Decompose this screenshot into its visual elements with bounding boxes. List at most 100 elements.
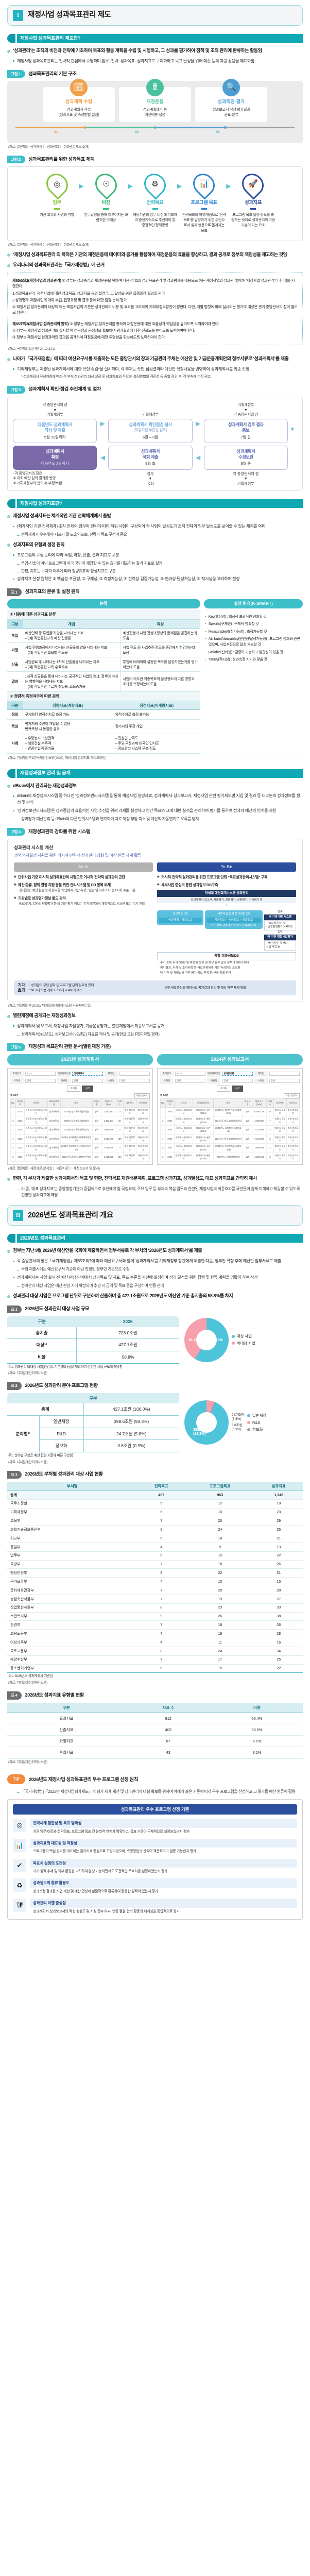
flow-arrow-left-icon: ◀ [196, 453, 201, 461]
table-row: 국토교통부 8 24 34 [7, 1647, 303, 1656]
table-row[interactable]: 2 2024 공개문서·성과보고서 성과보고서·결산(2024) 2024년도 법무… [160, 1116, 300, 1126]
table-row: 결과 1차적 산출물을 통해 나타나는 궁극적인 사업의 효과, 정책이 미치는… [7, 671, 200, 692]
result-count: 총 60건 [160, 1094, 168, 1097]
search-button[interactable]: 검색 [232, 1085, 244, 1092]
figure-5-screenshots: 2025년 성과계획서 회계연도 2025 재정자료유형 성과계획서 제목명 부… [7, 1054, 303, 1165]
table-row: 투입지표 43 3.1% [7, 1747, 303, 1759]
fiscal-year-select[interactable]: 2024 [175, 1072, 206, 1076]
table-row[interactable]: 5 2025 공개문서·성과계획서·결산 성과계획서 2025년 성과계획서(산업통… [10, 1143, 150, 1153]
table-row[interactable]: 4 2025 공개문서·성과계획서·결산 성과계획서 2025년 성과계획서(문화체… [10, 1134, 150, 1144]
figure2-desc: 프로그램 목표 달성 정도를 측정하는 잣대로 성과관리의 가장 기본이 되는 … [231, 212, 275, 228]
criteria-item: 🛡 성과관리 이행 충실성 성과계획서·성과보고서의 작성 충실도 및 지침 준… [13, 1899, 297, 1914]
figure-source: (자료: 기획재정부(2023), 디지털예산회계시스템 사용자매뉴얼) [8, 1004, 92, 1008]
flow-box-sub: (작성지침 부합성 검토) [133, 427, 167, 432]
table-row[interactable]: 3 2025 공개문서·성과계획서·결산 성과계획서 2025년 성과계획서(국방부… [10, 1125, 150, 1135]
doctype-select[interactable]: 성과계획서 [72, 1072, 103, 1076]
effect-label: 기대 효과 [18, 982, 26, 993]
criteria-head: 성과정보의 환류 활용도 [30, 1878, 297, 1888]
field-value: 전체 [270, 1079, 275, 1082]
reset-button[interactable]: 초기화 [216, 1085, 231, 1092]
title-input[interactable] [119, 1072, 150, 1076]
asis-subitem: R&D평가, 일자리사업평가 등 타 기관 평가 정보는 주관기관에서 개별적으… [14, 902, 153, 907]
cell-trait: 사업 진도 등 사업추진 정도를 중간에서 점검하는데 도움 [120, 642, 200, 658]
col-header: 분류명 [24, 1098, 48, 1108]
table-row[interactable]: 1 2025 공개문서·성과계획서·결산 성과계획서 2025년 성과계획서(감사원… [10, 1107, 150, 1117]
criteria-head: 성과관리 이행 충실성 [30, 1899, 297, 1908]
flow-arrow-right-icon: ▶ [100, 420, 105, 428]
table-row: 중소벤처기업부 6 15 22 [7, 1664, 303, 1673]
table-row: 통일부 4 9 13 [7, 1543, 303, 1552]
criteria-desc: 성과측정 결과를 사업 개선 및 예산 편성에 실질적으로 환류하여 활용한 실… [33, 1889, 158, 1893]
search-button[interactable]: 검색 [82, 1085, 94, 1092]
jurisdiction-select[interactable]: 전체 [119, 1079, 150, 1083]
external-system-header: 타 기관 관련시스템 [264, 914, 296, 921]
donut-chart-field-share: 398.6조원 (93.3%) [184, 1400, 229, 1445]
ministry-select[interactable]: 전체 [25, 1079, 56, 1083]
law-item: ② 재정사업 성과관리의 대상이 되는 재정사업의 기준은 성과관리의 비용 및… [12, 304, 298, 315]
figure1-card: 🗓 성과계획 수립 성과계획서 작성 (성과지표 및 측정방법 설정) [43, 79, 115, 123]
row-label: 대상¹⁾ [7, 1338, 77, 1351]
field-value: 전체 [120, 1079, 125, 1082]
table-row: 보건복지부 9 26 38 [7, 1612, 303, 1621]
donut-chart-target-share: 58.8% 41.2% [184, 1317, 229, 1362]
flow-box-title: 성과계획서 확인점검 실시 [129, 422, 172, 428]
bullet-level2: 재정사업 성과목표관리는 전략적 관점에서 수행하며 임무–전략–성과목표–성과… [7, 58, 303, 64]
ministry-select[interactable]: 전체 [175, 1079, 206, 1083]
head-idea-icon: ☉ [91, 169, 122, 200]
section-header-2: 재정사업 성과지표란? [7, 499, 303, 509]
table-row: 국방부 7 18 26 [7, 1560, 303, 1569]
field-label: 회계연도 [160, 1071, 174, 1077]
figure2-desc: 해당기관의 임무·비전에 기초하여 중장기적으로 추진해야 할 중점적인 정책방… [133, 212, 177, 228]
table-row[interactable]: 5 2024 공개문서·성과보고서 성과보고서·결산(2024) 2024년도 보건… [160, 1143, 300, 1153]
jurisdiction-select[interactable]: 전체 [269, 1079, 300, 1083]
field-table-with-donut: 구분 총계 427.1조원 (100.0%) 분야별¹⁾ 일반재정 398.6조… [7, 1393, 303, 1452]
row-value: 427.1조원 (100.0%) [83, 1403, 179, 1416]
table-row: 환경부 7 18 26 [7, 1620, 303, 1630]
reset-button[interactable]: 초기화 [66, 1085, 81, 1092]
col-header: 분류명 [174, 1098, 193, 1108]
flow-box-title: 성과계획서 [141, 448, 160, 454]
flow-box: 성과계획서 국회 제출 9월 초 [108, 445, 193, 470]
flow-step-2: 기획재정부 성과계획서 확인점검 실시 (작성지침 부합성 검토) 6월 – 8… [108, 402, 193, 443]
criteria-desc: 과거 실적 추세 및 외부 환경을 고려하여 달성 가능하면서도 도전적인 목표… [33, 1870, 167, 1874]
excel-download-button[interactable]: 엑셀 다운로드 [283, 1093, 300, 1099]
table-row: 해양수산부 7 17 25 [7, 1655, 303, 1665]
category-select[interactable]: 전체 [222, 1079, 253, 1083]
table-head-right: 설정 원칙(K-SMART) [203, 599, 303, 609]
table-row: 정보화 3.8조원 (0.9%) [7, 1439, 179, 1452]
field-label: 제목명 [104, 1071, 118, 1077]
figure-title: 재정성과관리 강화를 위한 시스템 [28, 828, 90, 834]
table-row[interactable]: 6 2024 공개문서·성과보고서 성과보고서·결산(2024) 2024년도 산업… [160, 1152, 300, 1162]
cell-quant: – 우량농지 조성면적 – 해외건설 수주액 – 관광수입액 증가율 [23, 734, 113, 754]
category-select[interactable]: 전체 [72, 1079, 103, 1083]
table-row[interactable]: 2 2025 공개문서·성과계획서·결산 성과계획서 2025년 성과계획서(법제처… [10, 1116, 150, 1126]
legend-item: 대상 사업 [231, 1333, 255, 1340]
law-article-title: 제85조의2(재정사업의 성과관리) [12, 278, 61, 283]
flow-step-3: 기획재정부 ▼ 각 중앙관서의 장 성과계획서 검토 결과 통보 7월 말 [203, 402, 288, 443]
field-label: 분류명 [57, 1078, 71, 1084]
excel-download-button[interactable]: 엑셀다운로드 [134, 1093, 150, 1099]
ministry-table: 부처명 전략목표 프로그램목표 성과지표 총계 457 963 1,345 국무… [7, 1481, 303, 1673]
figure2-head: 성과지표 [245, 199, 262, 206]
table-row[interactable]: 6 2025 공개문서·성과계획서·결산 성과계획서 2025년 성과계획서(행정안… [10, 1152, 150, 1162]
table-row[interactable]: 3 2024 공개문서·성과보고서 성과보고서·결산(2024) 2024년도 경제… [160, 1125, 300, 1135]
chart-icon: 📊 [13, 1838, 26, 1852]
chevron-right-icon: ▶ [177, 182, 182, 190]
flow-step-6: 성과계획서 확정 다음연도 2월까지 · 각 중앙관서의 장은 ① 국회 예산 … [13, 445, 97, 486]
title-input[interactable] [269, 1072, 300, 1076]
law-item: 1.성과목표관리: 재정사업에 대한 성과목표, 성과지표 등의 설정 및 그 … [12, 291, 165, 296]
table-row: 문화체육관광부 7 20 28 [7, 1586, 303, 1595]
fiscal-year-select[interactable]: 2025 [25, 1072, 56, 1076]
criteria-item: ◎ 전략체계 정합성 및 목표 명확성 기관 임무·비전과 전략목표, 프로그램… [13, 1819, 297, 1835]
indicator-classification-table: 분류 ① 내용에 따른 성과지표 분류 구분 개념 특성 투입 예산인력 등 투… [7, 599, 303, 754]
table-row[interactable]: 1 2024 공개문서·성과보고서 성과보고서·결산(2024) 2024년도 해양… [160, 1107, 300, 1117]
doctype-select[interactable]: 공개문서류 [222, 1072, 253, 1076]
step-num: 02 [134, 130, 139, 134]
field-value: 전체 [74, 1079, 78, 1082]
law-article-title: 제85조의3(재정사업 성과관리의 원칙) [12, 321, 69, 326]
arrow-down-icon: ↓ [226, 903, 228, 907]
flow-box-title: 성과계획서 검토 결과 [228, 422, 264, 428]
table-row[interactable]: 4 2024 공개문서·성과보고서 성과보고서·결산(2024) 2024년도 환경… [160, 1134, 300, 1144]
row-label: 특성 [7, 719, 23, 734]
table-row-total: 총계 457 963 1,345 [7, 1490, 303, 1500]
